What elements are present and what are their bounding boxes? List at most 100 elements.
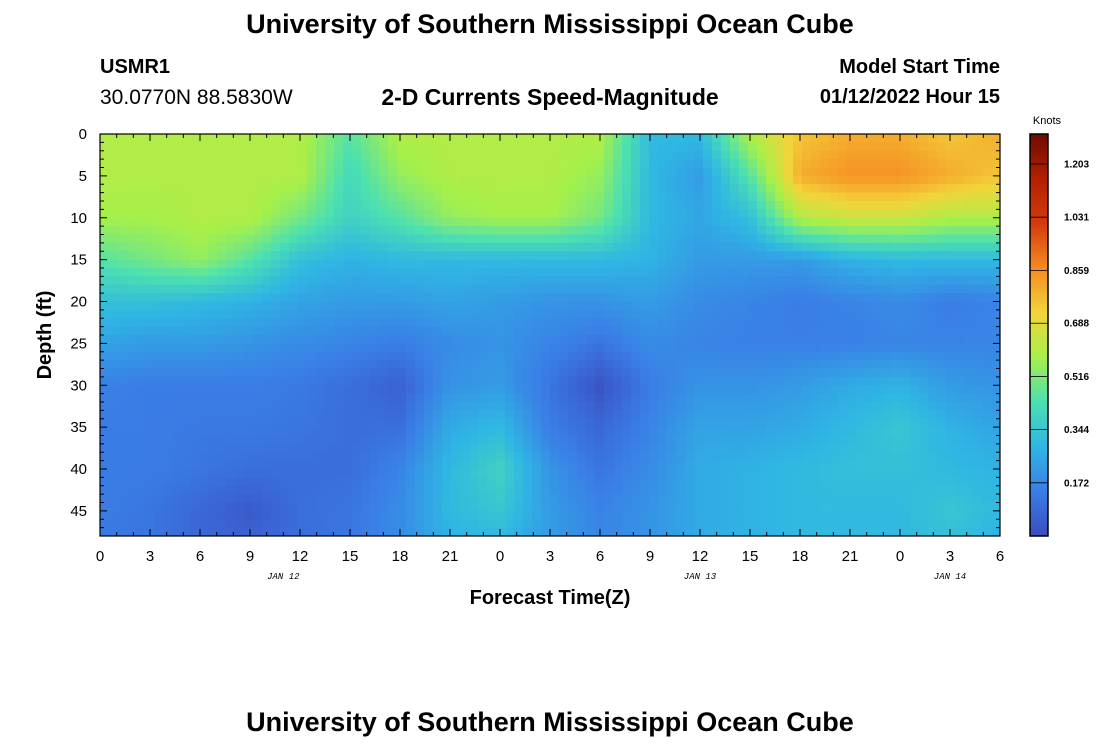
heatmap-cell	[424, 485, 434, 495]
heatmap-cell	[496, 259, 506, 269]
heatmap-cell	[433, 351, 443, 361]
heatmap-cell	[928, 385, 938, 395]
heatmap-cell	[460, 343, 470, 353]
heatmap-cell	[793, 527, 803, 536]
heatmap-cell	[388, 301, 398, 311]
heatmap-cell	[325, 443, 335, 453]
heatmap-cell	[784, 259, 794, 269]
heatmap-cell	[748, 150, 758, 160]
heatmap-cell	[649, 217, 659, 227]
heatmap-cell	[811, 192, 821, 202]
heatmap-cell	[199, 159, 209, 169]
heatmap-cell	[478, 242, 488, 252]
heatmap-cell	[793, 201, 803, 210]
heatmap-cell	[100, 242, 110, 252]
heatmap-cell	[694, 318, 704, 328]
heatmap-cell	[316, 259, 326, 269]
heatmap-cell	[442, 150, 452, 160]
heatmap-cell	[595, 494, 605, 504]
heatmap-cell	[928, 234, 938, 244]
heatmap-cell	[820, 318, 830, 328]
heatmap-cell	[874, 201, 884, 210]
heatmap-cell	[118, 293, 128, 303]
heatmap-cell	[244, 293, 254, 303]
heatmap-cell	[298, 469, 308, 478]
heatmap-cell	[217, 410, 227, 420]
heatmap-cell	[352, 477, 362, 487]
heatmap-cell	[253, 309, 263, 319]
heatmap-cell	[883, 318, 893, 328]
heatmap-cell	[352, 309, 362, 319]
heatmap-cell	[451, 452, 461, 462]
heatmap-cell	[910, 510, 920, 520]
heatmap-cell	[658, 175, 668, 185]
heatmap-cell	[532, 184, 542, 194]
heatmap-cell	[523, 385, 533, 395]
heatmap-cell	[973, 418, 983, 428]
heatmap-cell	[622, 418, 632, 428]
heatmap-cell	[235, 284, 245, 294]
heatmap-cell	[532, 351, 542, 361]
heatmap-cell	[100, 376, 110, 386]
heatmap-cell	[757, 443, 767, 453]
heatmap-cell	[739, 494, 749, 504]
heatmap-cell	[424, 234, 434, 244]
heatmap-cell	[667, 360, 677, 370]
heatmap-cell	[775, 393, 785, 403]
heatmap-cell	[910, 242, 920, 252]
heatmap-cell	[856, 385, 866, 395]
heatmap-cell	[514, 217, 524, 227]
heatmap-cell	[874, 175, 884, 185]
heatmap-cell	[613, 159, 623, 169]
heatmap-cell	[577, 293, 587, 303]
heatmap-cell	[775, 469, 785, 478]
heatmap-cell	[325, 226, 335, 236]
heatmap-cell	[640, 276, 650, 286]
heatmap-cell	[829, 410, 839, 420]
heatmap-cell	[352, 142, 362, 152]
heatmap-cell	[856, 326, 866, 336]
heatmap-cell	[118, 259, 128, 269]
heatmap-cell	[361, 309, 371, 319]
heatmap-cell	[775, 485, 785, 495]
heatmap-cell	[658, 217, 668, 227]
heatmap-cell	[820, 368, 830, 378]
heatmap-cell	[694, 351, 704, 361]
heatmap-cell	[172, 293, 182, 303]
heatmap-cell	[388, 268, 398, 277]
heatmap-cell	[226, 217, 236, 227]
heatmap-cell	[280, 368, 290, 378]
heatmap-cell	[703, 209, 713, 219]
heatmap-cell	[730, 368, 740, 378]
heatmap-cell	[667, 159, 677, 169]
heatmap-cell	[235, 150, 245, 160]
heatmap-cell	[343, 351, 353, 361]
heatmap-cell	[559, 494, 569, 504]
heatmap-cell	[253, 443, 263, 453]
heatmap-cell	[442, 435, 452, 445]
heatmap-cell	[406, 360, 416, 370]
heatmap-cell	[109, 410, 119, 420]
heatmap-cell	[136, 427, 146, 437]
heatmap-cell	[730, 276, 740, 286]
heatmap-cell	[721, 485, 731, 495]
heatmap-cell	[541, 460, 551, 470]
heatmap-cell	[865, 519, 875, 529]
heatmap-cell	[370, 435, 380, 445]
heatmap-cell	[595, 393, 605, 403]
heatmap-cell	[703, 485, 713, 495]
heatmap-cell	[262, 318, 272, 328]
heatmap-cell	[964, 234, 974, 244]
heatmap-cell	[604, 318, 614, 328]
heatmap-cell	[262, 460, 272, 470]
heatmap-cell	[541, 527, 551, 536]
heatmap-cell	[280, 251, 290, 261]
heatmap-cell	[460, 301, 470, 311]
heatmap-cell	[550, 502, 560, 512]
x-tick-label: 12	[692, 548, 709, 565]
heatmap-cell	[676, 427, 686, 437]
heatmap-cell	[892, 460, 902, 470]
heatmap-cell	[982, 201, 992, 210]
heatmap-cell	[181, 477, 191, 487]
heatmap-cell	[496, 234, 506, 244]
